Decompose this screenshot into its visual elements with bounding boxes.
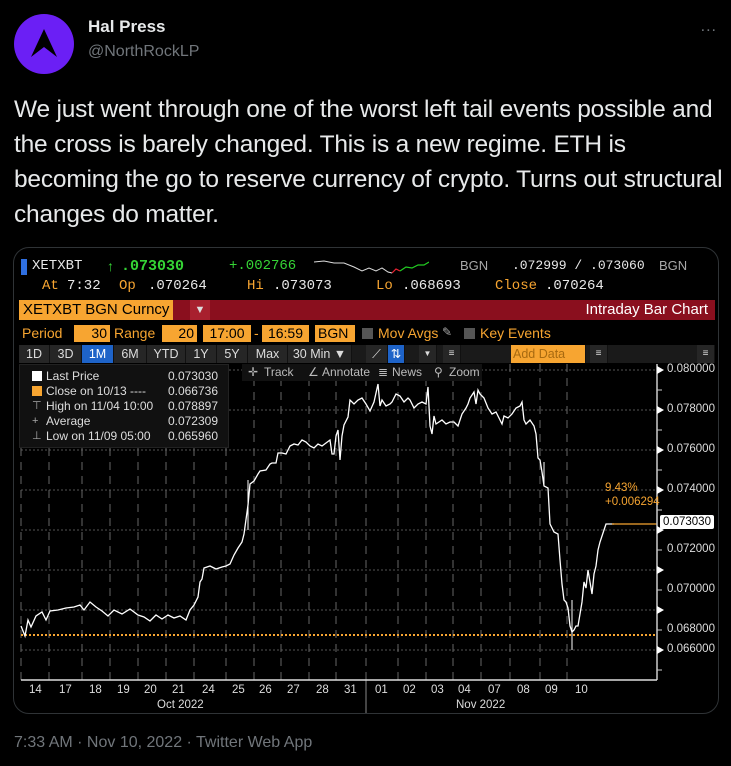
low-label: Lo [376,278,393,294]
line-chart-icon[interactable]: ⟋ [366,345,388,363]
more-options-icon[interactable]: ... [700,18,717,35]
news-button[interactable]: News [392,365,423,379]
annotate-button[interactable]: Annotate [322,365,371,379]
y-tick: 0.070000 [667,583,715,595]
annotate-icon[interactable]: ∠ [308,365,319,379]
options-menu-icon[interactable]: ≡ [697,345,715,363]
tweet-timestamp[interactable]: 7:33 AM · Nov 10, 2022 · Twitter Web App [14,734,313,751]
y-tick: 0.076000 [667,443,715,455]
time-from-input[interactable]: 17:00 [203,325,251,342]
change-percent: 9.43% [605,482,638,494]
author-handle[interactable]: @NorthRockLP [88,43,200,60]
time-to-input[interactable]: 16:59 [262,325,309,342]
low-marker-icon: ⊥ [32,430,42,442]
open-value: .070264 [148,278,207,294]
y-tick: 0.072000 [667,543,715,555]
avatar[interactable] [14,14,74,74]
tweet-image[interactable]: XETXBT ↑ .073030 +.002766 BGN .072999 / … [13,247,719,714]
range-1d[interactable]: 1D [19,345,50,363]
period-input[interactable]: 30 [74,325,110,342]
tweet-header: Hal Press @NorthRockLP ... [0,0,731,90]
net-change: +.002766 [229,258,297,274]
close-label: Close [495,278,538,294]
range-label: Range [114,325,156,341]
security-input[interactable]: XETXBT BGN Curncy [19,300,174,320]
y-tick: 0.078000 [667,403,715,415]
source-label: BGN [460,258,489,273]
chart-legend: Last Price 0.073030 Close on 10/13 ---- … [19,364,229,448]
low-value: .068693 [402,278,461,294]
price-chart[interactable]: 0.080000 0.078000 0.076000 0.074000 0.07… [14,363,718,713]
y-tick: 0.080000 [667,363,715,375]
chart-type-title: Intraday Bar Chart [585,301,708,318]
chart-menu-icon[interactable]: ≡ [443,345,461,363]
at-label: At [42,278,59,294]
last-price-tag: 0.073030 [660,515,714,529]
track-icon[interactable]: ✛ [248,365,259,379]
range-1y[interactable]: 1Y [186,345,217,363]
y-tick: 0.068000 [667,623,715,635]
tweet-text: We just went through one of the worst le… [14,96,723,228]
key-events-label[interactable]: Key Events [480,325,551,341]
legend-high: ⊤ High on 11/04 10:00 0.078897 [32,399,218,413]
add-data-menu-icon[interactable]: ≡ [590,345,608,363]
range-toolbar: 1D 3D 1M 6M YTD 1Y 5Y Max 30 Min ▼ ⟋ ⇅ ▼… [19,345,715,363]
key-events-checkbox[interactable] [464,328,475,339]
bloomberg-terminal-chart: XETXBT ↑ .073030 +.002766 BGN .072999 / … [14,248,718,713]
chart-tools: ✛ Track ∠ Annotate ≣ News ⚲ Zoom [242,364,482,381]
y-tick: 0.074000 [667,483,715,495]
up-arrow-icon: ↑ [107,258,114,274]
zoom-button[interactable]: Zoom [449,365,480,379]
high-marker-icon: ⊤ [32,400,42,412]
source-label-2: BGN [659,258,688,273]
mov-avgs-label[interactable]: Mov Avgs [378,325,439,341]
range-3d[interactable]: 3D [50,345,82,363]
add-data-input[interactable]: Add Data [511,345,586,363]
x-axis-labels: 14 17 18 19 20 21 24 25 26 27 28 31 01 0… [29,684,588,696]
close-value: .070264 [545,278,604,294]
open-label: Op [119,278,136,294]
interval-dropdown[interactable]: 30 Min ▼ [288,345,352,363]
sparkline [314,260,429,274]
bar-chart-icon[interactable]: ⇅ [388,345,405,363]
northrock-logo-icon [31,29,57,57]
chart-type-dropdown-icon[interactable]: ▼ [419,345,437,363]
last-price: .073030 [121,258,185,275]
source-input[interactable]: BGN [315,325,355,342]
news-icon[interactable]: ≣ [378,365,389,379]
white-swatch-icon [32,371,42,381]
mov-avgs-checkbox[interactable] [362,328,373,339]
x-month-nov: Nov 2022 [456,699,506,711]
change-absolute: +0.006294 [605,496,660,508]
high-label: Hi [247,278,264,294]
high-value: .073073 [273,278,332,294]
bid-ask: .072999 / .073060 [512,258,645,273]
orange-swatch-icon [32,386,42,396]
security-dropdown-icon[interactable]: ▼ [190,300,210,320]
range-5y[interactable]: 5Y [217,345,248,363]
average-marker-icon: + [32,415,39,427]
time-separator: - [254,325,259,341]
range-max[interactable]: Max [248,345,288,363]
legend-last-price: Last Price 0.073030 [20,369,228,384]
x-month-oct: Oct 2022 [157,699,204,711]
legend-average: + Average 0.072309 [32,414,218,428]
range-1m[interactable]: 1M [82,345,114,363]
pencil-icon[interactable]: ✎ [442,325,453,339]
legend-low: ⊥ Low on 11/09 05:00 0.065960 [32,429,218,443]
zoom-icon[interactable]: ⚲ [434,365,443,379]
track-button[interactable]: Track [264,365,294,379]
legend-close: Close on 10/13 ---- 0.066736 [20,384,228,399]
range-6m[interactable]: 6M [114,345,147,363]
chart-canvas [20,364,664,713]
author-name[interactable]: Hal Press [88,17,166,36]
period-label: Period [22,325,63,341]
ticker: XETXBT [32,258,83,274]
range-input[interactable]: 20 [162,325,197,342]
ticker-marker [21,259,27,275]
y-tick: 0.066000 [667,643,715,655]
at-time: 7:32 [67,278,101,294]
range-ytd[interactable]: YTD [147,345,186,363]
